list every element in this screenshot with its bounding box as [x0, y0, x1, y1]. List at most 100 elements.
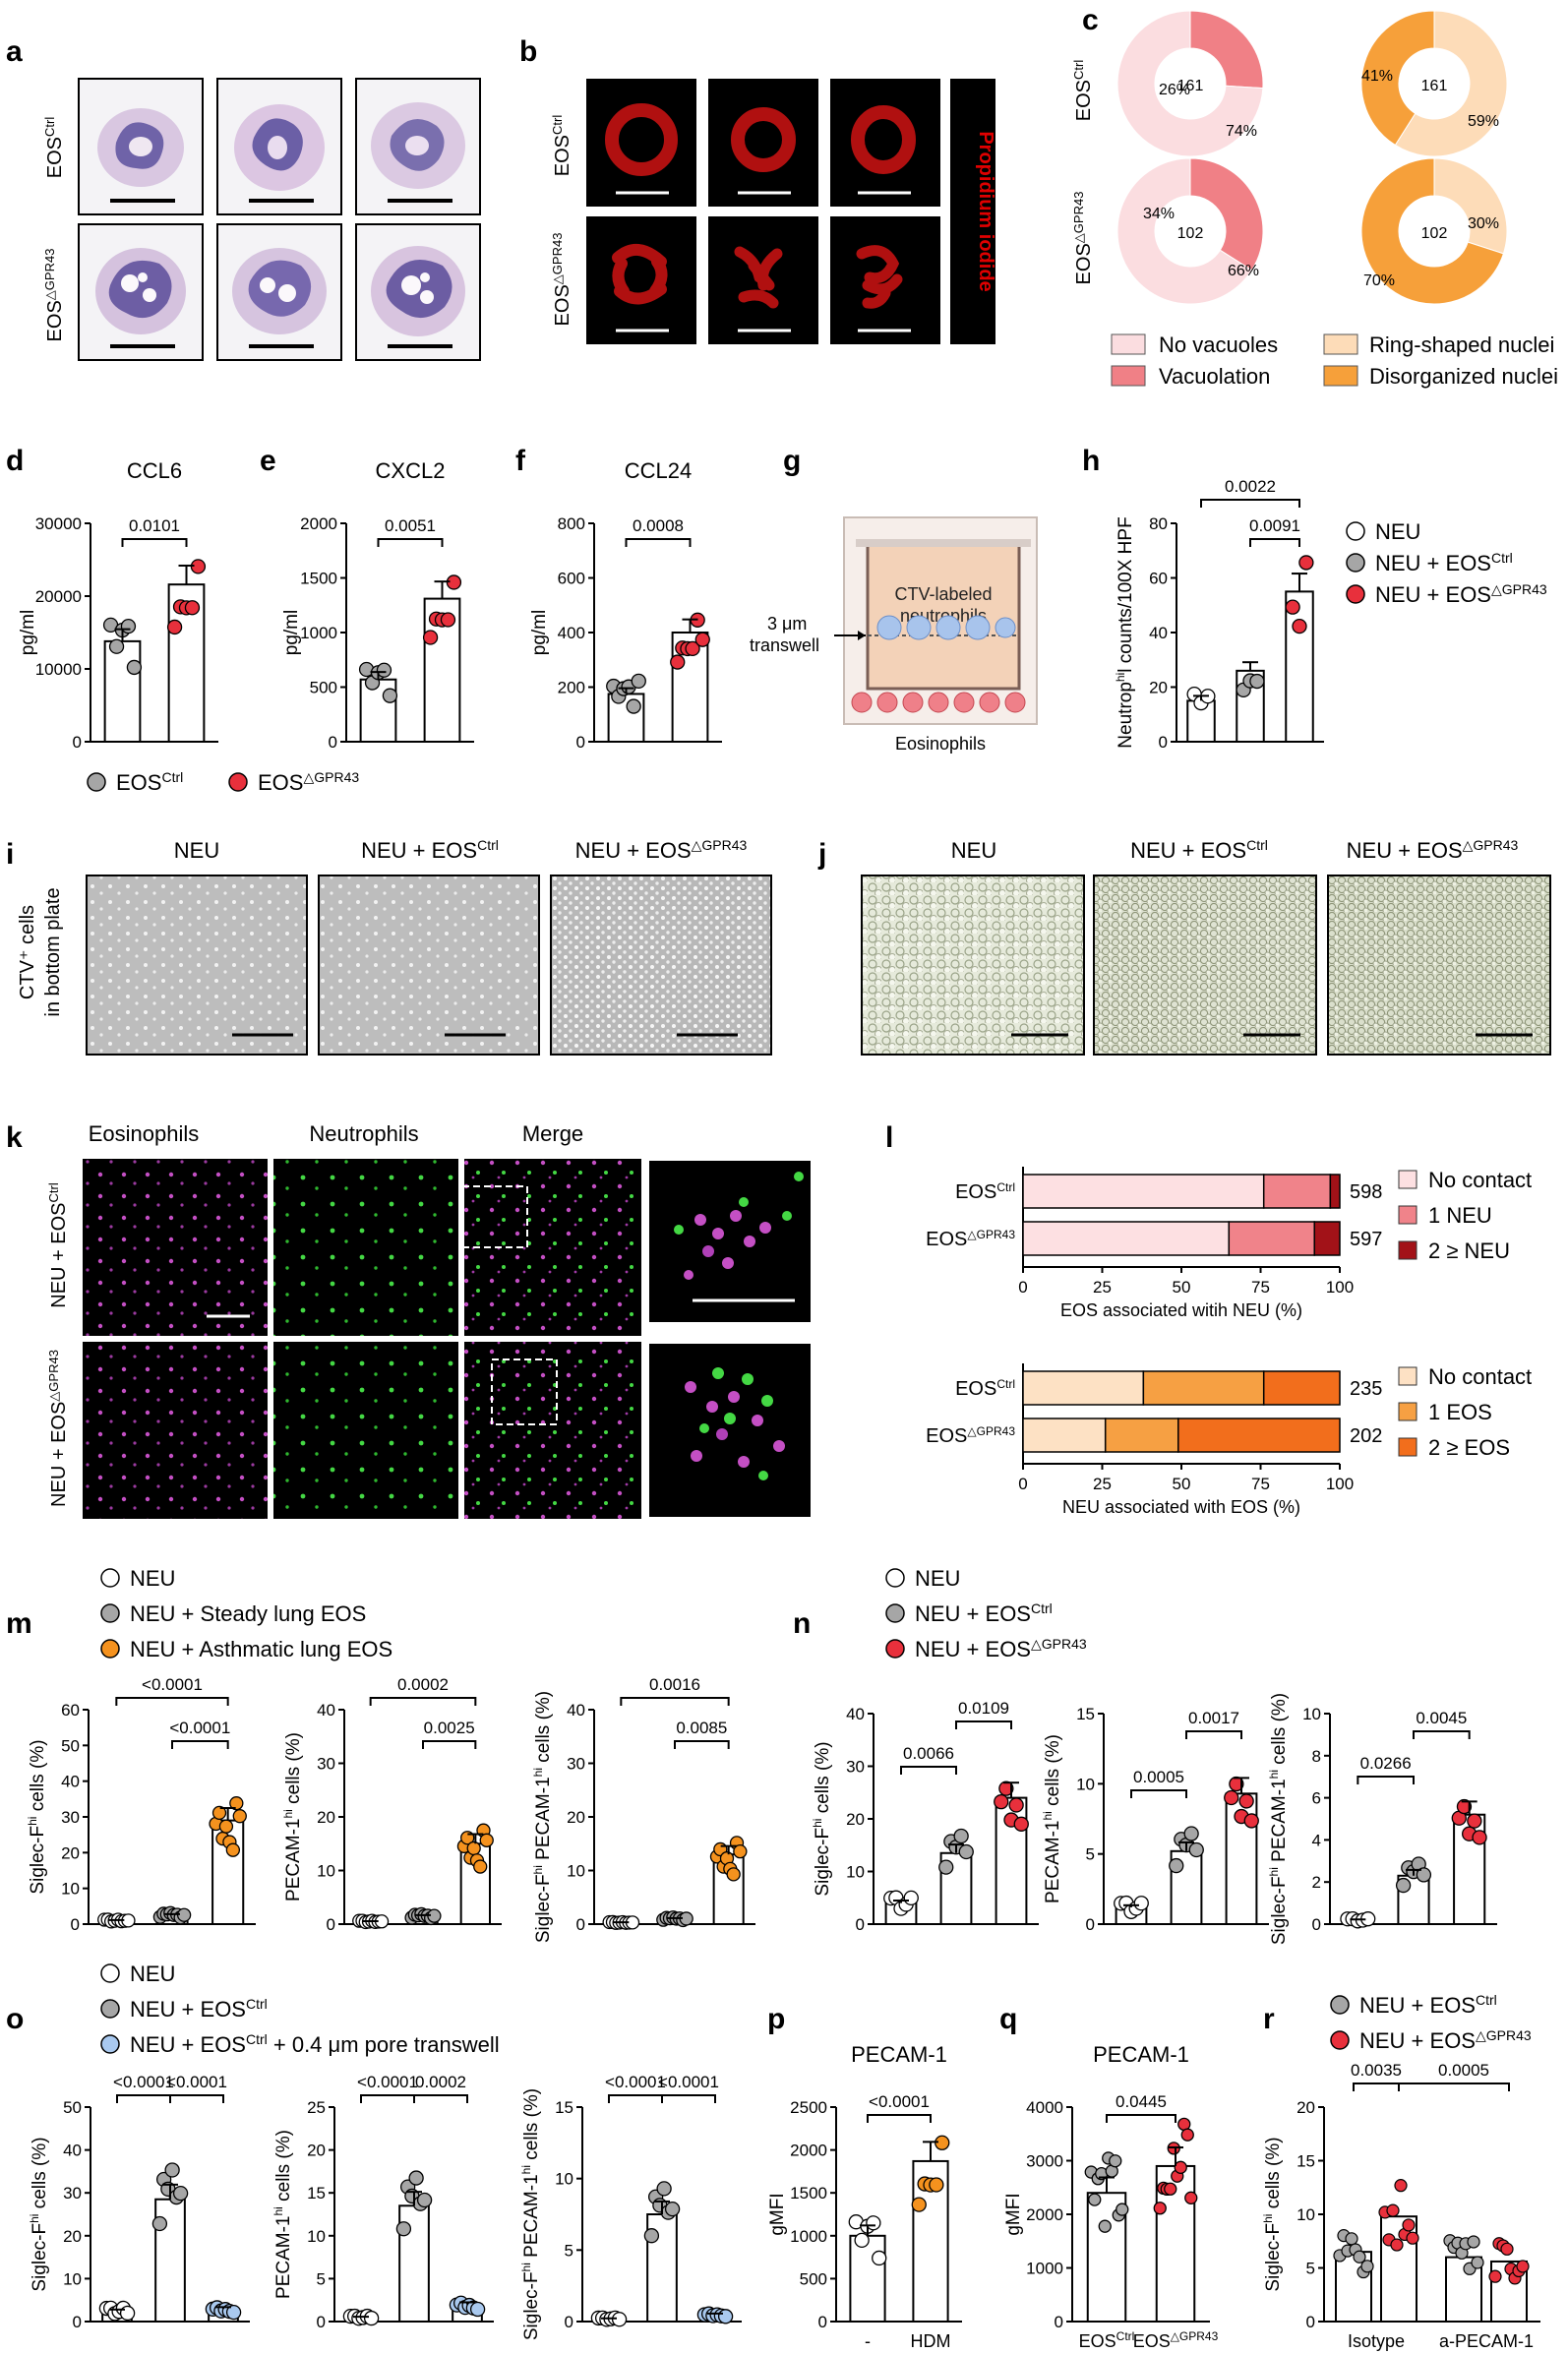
r-point-0-1-7: [1406, 2231, 1419, 2245]
legend-n-neu-marker: [885, 1568, 905, 1588]
legend-m-steady-marker: [100, 1603, 120, 1623]
f-pvalue-0: 0.0008: [633, 516, 684, 535]
legend-o-transwell-marker: [100, 2034, 120, 2054]
legend-l-1neu: 1 NEU: [1428, 1203, 1492, 1228]
l2-category-0: EOSCtrl: [955, 1377, 1015, 1400]
legend-o-neu: NEU: [130, 1962, 175, 1986]
m3-pvalue-0: 0.0016: [649, 1675, 700, 1694]
histology-image-ctrl-1: [78, 78, 204, 215]
n3-ytick-label-2: 4: [1312, 1831, 1321, 1849]
row-label-a-ko: EOS△GPR43: [42, 249, 67, 342]
legend-l-nocontact-1: No contact: [1428, 1168, 1532, 1192]
m1-ytick-label-6: 60: [61, 1701, 80, 1720]
panel-letter-h: h: [1082, 445, 1100, 477]
m2-ytick-label-0: 0: [327, 1915, 335, 1934]
eosinophil-cells: [851, 692, 1026, 713]
r-point-0-0-7: [1360, 2260, 1374, 2273]
o1-point-2-5: [225, 2304, 242, 2321]
o2-ytick-label-3: 15: [307, 2184, 326, 2203]
legend-d: EOSCtrl EOS△GPR43: [87, 769, 359, 795]
donut-pct-34: 34%: [1143, 206, 1175, 222]
legend-h-neu-marker: [1346, 521, 1365, 541]
donut-ctrl-nuclei: [1360, 10, 1508, 157]
donut-center-2: 161: [1421, 78, 1448, 94]
o1-ytick-label-1: 10: [63, 2269, 82, 2288]
p-ylabel: gMFI: [767, 2193, 788, 2235]
chart-l1: 0 25 50 75 100 EOS associated witih NEU (%) EO…: [926, 1167, 1382, 1320]
panel-j: NEU NEU + EOSCtrl NEU + EOS△GPR43: [861, 837, 1551, 1056]
histology-image-ko-1: [78, 223, 204, 361]
o2-pvalue-1: 0.0002: [415, 2073, 466, 2091]
l1-category-1: EOS△GPR43: [926, 1228, 1015, 1250]
m1-ytick-label-3: 30: [61, 1808, 80, 1827]
e-point-1-3: [440, 612, 456, 628]
n3-ytick-label-3: 6: [1312, 1789, 1321, 1808]
legend-o-transwell: NEU + EOSCtrl + 0.4 μm pore transwell: [130, 2031, 500, 2057]
legend-d-ctrl: EOSCtrl: [116, 769, 183, 795]
p-xlabel-0: -: [865, 2331, 871, 2351]
l2-seg-0-1: [1142, 1370, 1265, 1406]
k-image-ko-eos: [83, 1342, 268, 1519]
donut1-segment-1: [1116, 10, 1264, 157]
m3-ytick-label-4: 40: [567, 1701, 585, 1720]
p-pvalue-0: <0.0001: [869, 2092, 930, 2111]
m3-point-2-5: [726, 1867, 741, 1882]
n2-ytick-label-2: 10: [1076, 1775, 1095, 1793]
o3-bracket-1: [661, 2094, 716, 2103]
m1-bracket-0: [115, 1697, 229, 1706]
chart-f: 0 200 400 600 800 CCL24 pg/ml 0.0008: [529, 458, 722, 752]
d-ytick-label-1: 10000: [35, 660, 82, 679]
legend-n: NEU NEU + EOSCtrl NEU + EOS△GPR43: [885, 1566, 1087, 1661]
k-image-ctrl-zoom: [649, 1161, 811, 1322]
donut-pct-66: 66%: [1228, 263, 1259, 279]
legend-l-1neu-swatch: [1398, 1205, 1417, 1225]
f-title: CCL24: [625, 458, 692, 483]
row-label-c-ctrl: EOSCtrl: [1071, 60, 1096, 122]
n3-point-2-3: [1467, 1813, 1482, 1829]
row-label-c-ko: EOS△GPR43: [1071, 192, 1096, 285]
n3-bracket-1: [1413, 1730, 1471, 1739]
panel-letter-k: k: [6, 1121, 23, 1154]
n3-bracket-0: [1357, 1776, 1415, 1784]
q-xlabel-1: EOS△GPR43: [1133, 2329, 1219, 2351]
legend-l-2neu-swatch: [1398, 1240, 1417, 1260]
panel-letter-e: e: [260, 445, 276, 477]
o2-point-0-5: [363, 2310, 380, 2326]
legend-o-ctrl-marker: [100, 1999, 120, 2019]
n2-point-1-3: [1183, 1826, 1199, 1841]
f-ytick-label-4: 800: [558, 514, 585, 533]
legend-l: No contact 1 NEU 2 ≥ NEU No contact 1 EO…: [1398, 1168, 1532, 1460]
n3-ytick-label-0: 0: [1312, 1915, 1321, 1934]
n1-point-2-1: [998, 1781, 1014, 1796]
legend-d-ko-marker: [228, 772, 248, 792]
donut3-segment-0: [1189, 157, 1264, 272]
donut-center-4: 102: [1421, 225, 1448, 242]
g-pore-label-1: 3 μm: [767, 614, 807, 634]
donut-pct-26: 26%: [1159, 82, 1190, 98]
l1-xtick-label-4: 100: [1326, 1278, 1354, 1297]
panel-letter-o: o: [6, 2003, 24, 2035]
f-point-1-0: [670, 654, 686, 670]
panel-letter-f: f: [515, 445, 526, 477]
chart-p: 0 500 1000 1500 2000 2500 PECAM-1 gMFI <0.0001 - H…: [767, 2042, 962, 2351]
o3-point-2-5: [717, 2309, 734, 2324]
pi-image-ko-2: [708, 216, 818, 344]
n1-pvalue-0: 0.0066: [903, 1744, 954, 1763]
o2-bracket-1: [413, 2094, 468, 2103]
r-point-0-0-5: [1353, 2250, 1366, 2263]
m1-point-2-1: [211, 1805, 227, 1821]
legend-o-ctrl: NEU + EOSCtrl: [130, 1996, 268, 2022]
legend-swatch-no-vacuoles: [1111, 333, 1146, 355]
e-ytick-label-4: 2000: [300, 514, 337, 533]
o3-ytick-label-2: 10: [555, 2170, 573, 2189]
i-image-ctrl: [318, 875, 540, 1056]
l1-count-1: 597: [1350, 1229, 1382, 1250]
neutrophil-cells: [876, 615, 1016, 640]
k-col-neu: Neutrophils: [309, 1121, 418, 1146]
m2-pvalue-0: 0.0002: [397, 1675, 449, 1694]
chart-n3: 0 2 4 6 8 10 Siglec-Fhi PECAM-1hi cells (%) 0.0…: [1267, 1693, 1497, 1945]
q-point-1-6: [1174, 2160, 1187, 2174]
l2-seg-1-1: [1104, 1418, 1179, 1453]
chart-n2: 0 5 10 15 PECAM-1hi cells (%) 0.0005 0.0017: [1041, 1705, 1269, 1934]
